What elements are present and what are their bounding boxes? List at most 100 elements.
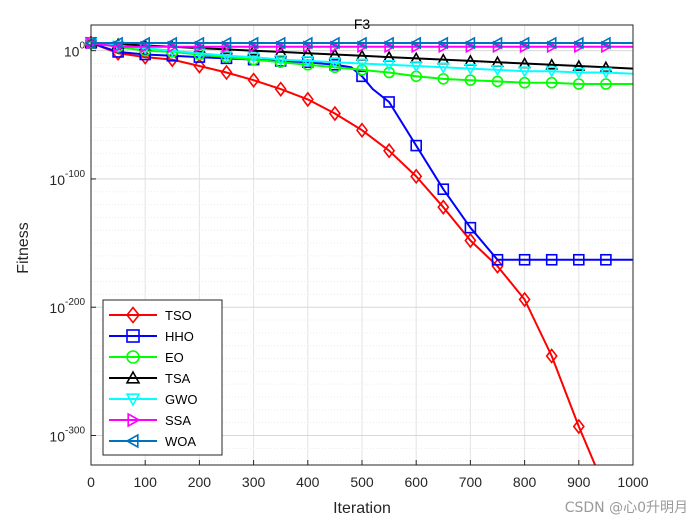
legend-label: TSO (165, 308, 192, 323)
data-point (247, 72, 260, 88)
y-tick-exponent: -200 (65, 297, 85, 308)
data-point (411, 40, 423, 54)
legend-label: TSA (165, 371, 191, 386)
data-point (436, 62, 450, 74)
data-point (519, 40, 532, 54)
data-point (572, 253, 585, 266)
y-tick-base: 10 (64, 44, 80, 60)
legend-label: EO (165, 350, 184, 365)
data-point (545, 253, 558, 266)
data-point (545, 58, 559, 70)
data-point (437, 199, 450, 215)
data-point (572, 59, 586, 71)
data-point (246, 36, 259, 50)
y-tick-label: 10-100 (49, 169, 85, 188)
data-point (545, 348, 558, 364)
data-point (328, 36, 340, 50)
x-tick-label: 700 (459, 474, 483, 490)
data-point (599, 36, 611, 50)
y-tick-exponent: 0 (79, 41, 85, 52)
data-point (247, 52, 260, 64)
data-point (301, 56, 315, 68)
legend-item: TSA (109, 370, 191, 386)
data-point (274, 81, 287, 97)
data-point (328, 105, 341, 122)
data-point (301, 91, 314, 108)
data-point (274, 36, 286, 50)
series-line-ssa (90, 42, 633, 48)
data-point (382, 59, 396, 72)
data-point (330, 40, 342, 54)
x-tick-label: 0 (87, 474, 95, 490)
data-point (355, 122, 369, 139)
data-point (492, 40, 505, 54)
data-point (518, 66, 531, 78)
y-tick-exponent: -300 (65, 425, 85, 436)
data-point (111, 36, 123, 50)
data-point (275, 40, 288, 54)
data-point (301, 58, 314, 71)
data-point (601, 40, 613, 54)
x-tick-label: 100 (134, 474, 158, 490)
x-tick-label: 600 (405, 474, 429, 490)
y-tick-base: 10 (49, 428, 65, 444)
data-point (437, 183, 450, 195)
data-point (546, 40, 559, 54)
legend-marker (126, 350, 140, 364)
x-tick-label: 800 (513, 474, 537, 490)
data-point (219, 36, 232, 50)
data-point (491, 253, 504, 266)
legend: TSO HHO EO TSA GWO SSA WOA (102, 299, 223, 456)
x-tick-label: 200 (188, 474, 212, 490)
data-point (274, 54, 288, 67)
data-point (192, 36, 205, 50)
data-point (328, 57, 342, 69)
data-point (274, 56, 287, 69)
data-point (572, 36, 584, 50)
data-point (464, 232, 477, 249)
series-line-gwo (90, 42, 634, 75)
data-point (491, 65, 504, 77)
legend-marker (125, 393, 141, 407)
legend-label: HHO (165, 329, 194, 344)
y-tick-base: 10 (49, 172, 65, 188)
legend-item: EO (109, 350, 184, 365)
series-woa (84, 36, 633, 50)
x-axis-ticks: 0 100 200 300 400 500 600 700 800 900 1000 (87, 460, 649, 490)
data-point (410, 139, 423, 152)
data-point (194, 40, 207, 54)
data-point (518, 291, 531, 308)
data-point (409, 36, 422, 50)
data-point (572, 418, 585, 435)
x-tick-label: 300 (242, 474, 266, 490)
data-point (464, 63, 477, 76)
data-point (463, 36, 476, 50)
data-point (383, 66, 395, 79)
legend-marker (127, 412, 141, 428)
data-point (409, 61, 423, 73)
data-point (220, 64, 233, 81)
data-point (573, 40, 586, 54)
series-layer (84, 35, 634, 466)
y-tick-label: 10-200 (49, 297, 85, 316)
data-point (599, 60, 613, 73)
data-point (138, 36, 150, 50)
legend-label: SSA (165, 413, 191, 428)
y-tick-exponent: -100 (65, 169, 85, 180)
data-point (167, 40, 179, 54)
data-point (600, 253, 612, 266)
data-point (357, 40, 369, 54)
x-tick-label: 1000 (617, 474, 648, 490)
y-tick-label: 100 (64, 41, 86, 60)
data-point (355, 58, 369, 71)
legend-item: TSO (109, 306, 192, 324)
data-point (545, 66, 559, 78)
legend-label: GWO (165, 392, 198, 407)
x-tick-label: 500 (350, 474, 374, 490)
data-point (193, 58, 206, 74)
legend-marker (126, 329, 140, 343)
legend-item: SSA (109, 412, 191, 428)
data-point (356, 70, 368, 83)
